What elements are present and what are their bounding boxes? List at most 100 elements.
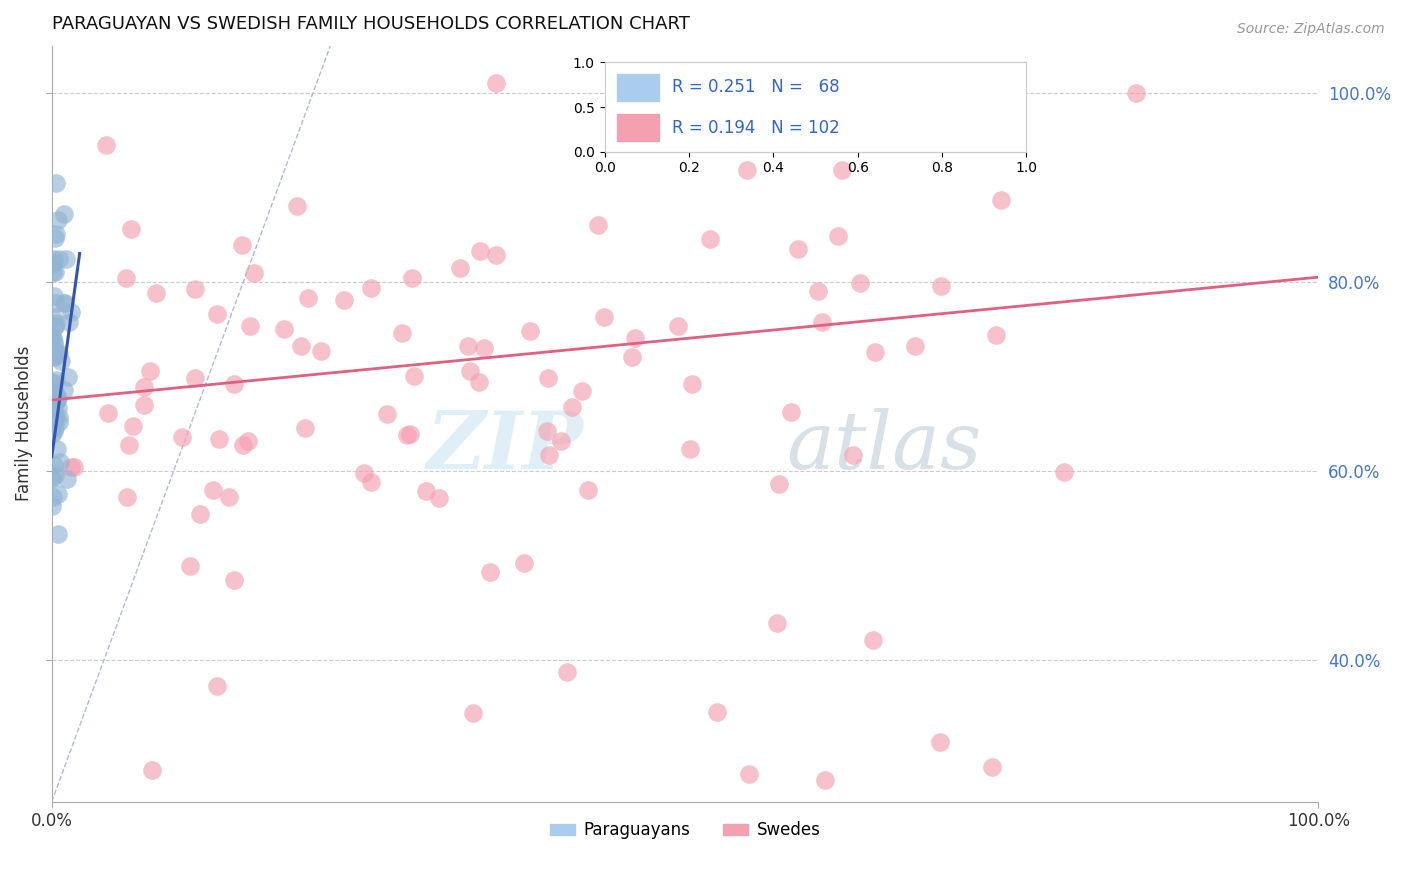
Point [52, 296, 75, 310]
Point [58, 314, 80, 328]
Point [44, 289, 66, 303]
Point [706, 705, 728, 719]
Point [848, 276, 870, 290]
Point [458, 364, 481, 378]
Point [681, 376, 703, 391]
Point [172, 430, 194, 444]
Point [1052, 465, 1074, 479]
Point [202, 483, 225, 497]
Text: ZIP: ZIP [427, 408, 583, 485]
Point [42, 376, 65, 390]
Point [49, 455, 72, 469]
Point [224, 377, 246, 392]
Point [679, 442, 702, 456]
Point [571, 384, 593, 399]
Point [623, 331, 645, 345]
Point [42, 255, 65, 269]
Point [218, 491, 240, 505]
Point [48, 415, 70, 429]
Point [41, 499, 63, 513]
Point [45, 296, 67, 310]
Point [449, 261, 471, 276]
Point [184, 282, 207, 296]
Point [44, 252, 66, 266]
Point [42, 334, 65, 349]
Point [360, 475, 382, 490]
Point [980, 760, 1002, 774]
Point [120, 222, 142, 236]
Point [63, 460, 86, 475]
Point [44, 265, 66, 279]
Point [463, 706, 485, 721]
Point [132, 380, 155, 394]
Point [132, 398, 155, 412]
Text: R = 0.251   N =   68: R = 0.251 N = 68 [672, 78, 839, 96]
Point [468, 244, 491, 259]
Point [333, 293, 356, 308]
Point [360, 281, 382, 295]
Point [239, 318, 262, 333]
Point [863, 345, 886, 359]
Point [807, 285, 830, 299]
Point [205, 307, 228, 321]
Point [45, 393, 67, 408]
Point [46, 487, 69, 501]
Point [45, 316, 67, 330]
Point [222, 573, 245, 587]
Point [391, 326, 413, 341]
Point [115, 490, 138, 504]
Point [42, 310, 65, 325]
Point [205, 679, 228, 693]
Point [41, 469, 63, 483]
Point [97, 407, 120, 421]
Point [290, 339, 312, 353]
Point [1125, 86, 1147, 100]
Point [45, 176, 67, 190]
Point [46, 442, 69, 456]
Point [60, 304, 83, 318]
Point [555, 665, 578, 680]
Point [41, 471, 63, 485]
Point [294, 421, 316, 435]
Point [479, 565, 502, 579]
Point [122, 418, 145, 433]
Text: R = 0.194   N = 102: R = 0.194 N = 102 [672, 119, 839, 136]
Point [44, 344, 66, 359]
Point [537, 448, 560, 462]
Point [929, 735, 952, 749]
Point [634, 85, 657, 99]
Point [862, 632, 884, 647]
Point [46, 526, 69, 541]
Point [44, 397, 66, 411]
Point [297, 291, 319, 305]
Point [145, 285, 167, 300]
Point [537, 371, 560, 385]
Point [41, 345, 63, 359]
Point [44, 231, 66, 245]
Point [273, 322, 295, 336]
Point [44, 349, 66, 363]
Point [42, 376, 65, 390]
Point [929, 279, 952, 293]
Point [48, 252, 70, 266]
Point [399, 426, 422, 441]
Point [242, 266, 264, 280]
Point [787, 242, 810, 256]
Text: atlas: atlas [786, 408, 981, 485]
Point [41, 330, 63, 344]
Point [232, 437, 254, 451]
Point [44, 409, 66, 424]
Point [621, 350, 644, 364]
Point [48, 346, 70, 360]
Point [44, 419, 66, 434]
Point [353, 467, 375, 481]
Point [115, 270, 138, 285]
Point [42, 350, 65, 364]
Point [309, 343, 332, 358]
Point [53, 296, 76, 310]
Point [768, 477, 790, 491]
Point [766, 616, 789, 631]
Point [42, 384, 65, 398]
Point [41, 417, 63, 431]
Point [811, 315, 834, 329]
